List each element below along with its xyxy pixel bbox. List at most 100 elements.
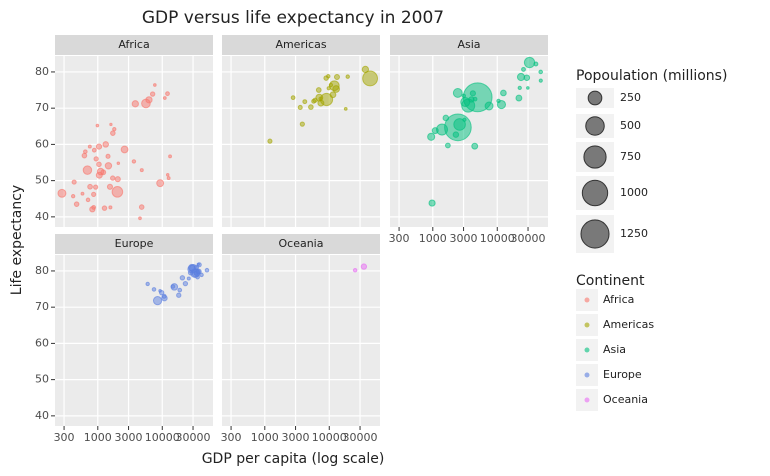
point (87, 144, 92, 149)
point (452, 131, 460, 138)
point (71, 179, 77, 185)
point (156, 179, 165, 188)
color-legend-label: Asia (603, 343, 626, 356)
point (452, 88, 463, 98)
strip-label: Asia (457, 38, 480, 51)
point (521, 66, 526, 72)
point (152, 296, 163, 306)
point (91, 205, 97, 210)
strip-label: Oceania (279, 237, 324, 250)
point (116, 161, 121, 165)
point (95, 123, 100, 128)
strip-label: Americas (275, 38, 326, 51)
y-tick-label: 40 (35, 409, 49, 422)
point (165, 173, 170, 177)
color-legend-label: Europe (603, 368, 642, 381)
point (85, 197, 91, 203)
panel (55, 255, 213, 426)
strip (390, 35, 548, 55)
point (526, 86, 530, 90)
point (82, 165, 93, 175)
y-tick-label: 70 (35, 101, 49, 114)
y-tick-label: 80 (35, 65, 49, 78)
y-tick-label: 80 (35, 264, 49, 277)
size-legend-title: Popoulation (millions) (576, 68, 727, 84)
point (523, 56, 536, 69)
y-tick-label: 40 (35, 210, 49, 223)
point (315, 87, 322, 93)
point (177, 287, 183, 293)
point (299, 121, 305, 127)
point (196, 262, 202, 268)
point (290, 95, 296, 101)
y-tick-label: 60 (35, 137, 49, 150)
point (168, 154, 173, 159)
point (91, 191, 97, 197)
y-tick-label: 50 (35, 174, 49, 187)
x-tick-label: 300 (54, 431, 75, 444)
size-legend-marker (587, 90, 603, 106)
point (500, 89, 507, 97)
x-tick-label: 300 (221, 431, 242, 444)
x-tick-label: 3000 (282, 431, 310, 444)
x-tick-label: 30000 (343, 431, 378, 444)
point (57, 188, 67, 198)
color-legend-marker (584, 297, 590, 303)
strip-label: Africa (118, 38, 149, 51)
x-tick-label: 10000 (312, 431, 347, 444)
size-legend-marker (583, 145, 607, 169)
point (108, 205, 113, 210)
point (110, 175, 116, 181)
point (87, 183, 93, 190)
y-tick-label: 60 (35, 336, 49, 349)
point (165, 91, 170, 97)
point (131, 159, 137, 164)
point (176, 292, 182, 298)
point (516, 72, 526, 82)
point (444, 142, 451, 149)
point (186, 276, 191, 281)
point (496, 98, 501, 104)
point (110, 130, 116, 136)
size-legend-marker (581, 179, 609, 207)
color-legend-marker (584, 372, 590, 378)
point (139, 168, 144, 173)
point (352, 267, 358, 273)
chart-title: GDP versus life expectancy in 2007 (142, 8, 444, 28)
x-tick-label: 10000 (480, 232, 515, 245)
point (80, 191, 85, 196)
point (191, 268, 201, 278)
size-legend-marker (580, 219, 610, 249)
point (328, 82, 334, 88)
x-tick-label: 3000 (115, 431, 143, 444)
size-legend-label: 1250 (620, 227, 648, 240)
point (161, 294, 168, 302)
point (104, 162, 113, 170)
color-legend-marker (584, 322, 590, 328)
strip (55, 234, 213, 254)
point (311, 98, 317, 104)
point (149, 91, 156, 97)
x-tick-label: 30000 (511, 232, 546, 245)
strip-label: Europe (115, 237, 154, 250)
x-axis-label: GDP per capita (log scale) (202, 451, 385, 467)
panel (222, 56, 380, 227)
size-legend-label: 500 (620, 119, 641, 132)
point (182, 280, 189, 287)
point (360, 263, 368, 270)
size-legend-label: 750 (620, 150, 641, 163)
point (453, 118, 466, 131)
x-tick-label: 1000 (419, 232, 447, 245)
point (93, 156, 99, 162)
point (131, 100, 139, 108)
point (302, 99, 308, 105)
color-legend-title: Continent (576, 273, 645, 289)
strip (222, 35, 380, 55)
panel (55, 56, 213, 227)
point (326, 86, 331, 91)
point (523, 74, 531, 82)
size-legend-label: 250 (620, 91, 641, 104)
color-legend-label: Africa (603, 293, 634, 306)
point (151, 287, 157, 292)
strip (55, 35, 213, 55)
